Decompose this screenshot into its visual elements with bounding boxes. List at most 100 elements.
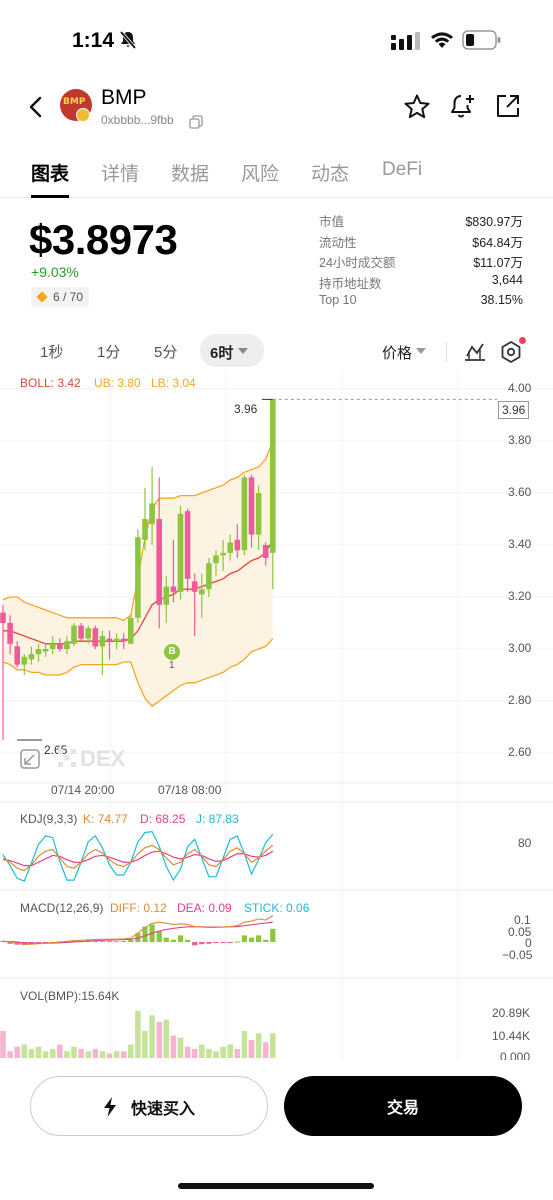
candle-body [191, 581, 198, 592]
copy-icon[interactable] [189, 115, 203, 129]
chart-toolbar: 1秒 1分 5分 6时 价格 [0, 334, 553, 370]
candle-body [199, 589, 205, 595]
wifi-icon [431, 32, 453, 48]
bottom-bar: 快速买入 交易 [0, 1060, 553, 1200]
volume-bar [7, 1051, 13, 1058]
price-change: +9.03% [31, 264, 79, 280]
candle-body [227, 542, 233, 553]
tab-data[interactable]: 数据 [171, 164, 210, 185]
bnb-chain-icon [76, 108, 90, 122]
tab-details[interactable]: 详情 [101, 164, 140, 185]
candle-body [92, 628, 99, 647]
candle-body [85, 628, 91, 639]
candle-body [177, 513, 184, 592]
x-axis-label: 07/18 08:00 [158, 783, 222, 797]
home-indicator [178, 1183, 374, 1189]
tab-defi[interactable]: DeFi [382, 159, 423, 180]
macd-bar [256, 935, 262, 942]
volume-bar [227, 1044, 233, 1058]
macd-bar [227, 942, 233, 943]
y-axis-label: 3.60 [508, 485, 532, 499]
caret-down-icon [238, 348, 248, 354]
bell-off-icon [119, 30, 137, 50]
candle-body [206, 563, 212, 590]
tab-activity[interactable]: 动态 [311, 164, 350, 185]
volume-bar [28, 1049, 35, 1058]
macd-bar [99, 940, 105, 942]
volume-bar [120, 1051, 127, 1058]
volume-bar [49, 1049, 56, 1058]
volume-bar [177, 1037, 184, 1058]
candle-body [28, 654, 35, 660]
settings-icon[interactable] [501, 341, 521, 363]
candle-body [99, 636, 106, 647]
back-arrow-icon[interactable] [26, 95, 46, 119]
timeframe-1s[interactable]: 1秒 [40, 344, 64, 361]
timeframe-6h[interactable]: 6时 [200, 334, 264, 367]
current-price: $3.8973 [29, 216, 178, 263]
indicator-icon[interactable] [464, 341, 486, 361]
macd-bar [156, 931, 162, 942]
y-axis-label: 3.80 [508, 433, 532, 447]
candle-body [170, 586, 177, 592]
timeframe-1m[interactable]: 1分 [97, 344, 121, 361]
volume-bar [113, 1051, 120, 1058]
macd-bar [270, 928, 276, 942]
buy-marker[interactable]: B [164, 644, 180, 660]
volume-bar [234, 1049, 241, 1058]
macd-dea-label: DEA: 0.09 [177, 901, 232, 915]
macd-bar [206, 942, 212, 944]
y-axis-label: 3.20 [508, 589, 532, 603]
chart-area[interactable]: BOLL: 3.42 UB: 3.80 LB: 3.04 3.96 2.65 3… [0, 370, 553, 1060]
kdj-k-label: K: 74.77 [83, 812, 128, 826]
candle-body [49, 643, 56, 649]
signal-icon [391, 32, 420, 50]
stat-market-cap: 市值 $830.97万 [319, 215, 523, 229]
kdj-j-line [2, 831, 274, 882]
volume-bar [106, 1053, 113, 1058]
token-header: BMP BMP 0xbbbb...9fbb [0, 82, 553, 142]
volume-bar [99, 1051, 106, 1058]
stat-liquidity: 流动性 $64.84万 [319, 235, 523, 250]
current-price-tag: 3.96 [498, 401, 530, 419]
caret-down-icon [416, 348, 426, 354]
tab-chart[interactable]: 图表 [31, 164, 70, 185]
candle-body [184, 511, 191, 579]
boll-band-fill [3, 441, 273, 707]
timeframe-5m[interactable]: 5分 [154, 344, 178, 361]
macd-bar [7, 942, 13, 944]
macd-bar [21, 942, 27, 946]
candle-body [255, 493, 262, 535]
y-axis-label: 2.80 [508, 693, 532, 707]
volume-bar [57, 1044, 63, 1058]
boll-lb-label: LB: 3.04 [151, 376, 196, 390]
volume-bar [248, 1040, 255, 1058]
share-icon[interactable] [495, 93, 521, 119]
quick-buy-button[interactable]: 快速买入 [30, 1076, 268, 1136]
y-axis-label: 3.00 [508, 641, 532, 655]
macd-bar [106, 940, 113, 942]
x-axis-label: 07/14 20:00 [51, 783, 115, 797]
volume-bar [64, 1051, 70, 1058]
volume-bar [163, 1019, 170, 1058]
candle-body [14, 646, 20, 665]
candle-body [142, 519, 148, 540]
buy-marker-count: 1 [169, 660, 175, 671]
star-icon[interactable] [403, 93, 431, 121]
trade-button[interactable]: 交易 [284, 1076, 522, 1136]
tab-risk[interactable]: 风险 [241, 164, 280, 185]
y-axis-label: 3.40 [508, 537, 532, 551]
macd-diff-line [2, 915, 274, 945]
add-alert-icon[interactable] [448, 92, 478, 122]
rank-badge: 6 / 70 [31, 287, 90, 307]
chart-canvas[interactable] [0, 370, 553, 1060]
volume-bar [135, 1010, 141, 1058]
candle-body [71, 625, 77, 644]
volume-bar [78, 1049, 84, 1058]
macd-bar [114, 941, 120, 943]
candle-body [241, 477, 248, 551]
price-dropdown[interactable]: 价格 [382, 345, 413, 362]
fullscreen-icon[interactable] [20, 749, 40, 769]
volume-bar [14, 1046, 20, 1058]
macd-bar [163, 937, 169, 942]
